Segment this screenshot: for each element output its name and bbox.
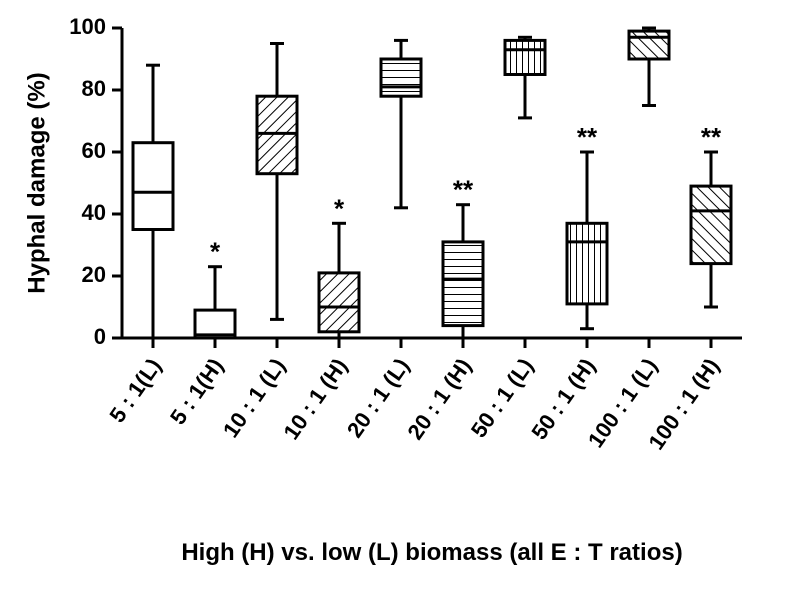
box-rect [381, 59, 421, 96]
box-3: * [319, 193, 359, 338]
x-tick-label: 20 : 1 (H) [402, 354, 476, 444]
box-1: * [195, 237, 235, 338]
y-tick-label: 60 [82, 138, 106, 163]
chart-svg: 0 20 40 60 80 100 Hyphal damage (%) 5 : 1(L) * 5 … [0, 0, 800, 599]
box-rect [319, 273, 359, 332]
boxplot-chart: 0 20 40 60 80 100 Hyphal damage (%) 5 : 1(L) * 5 … [0, 0, 800, 599]
box-rect [567, 223, 607, 304]
box-rect [505, 40, 545, 74]
box-8 [629, 28, 669, 106]
box-0 [133, 65, 173, 338]
box-rect [443, 242, 483, 326]
significance-annotation: ** [701, 122, 722, 152]
box-6 [505, 37, 545, 118]
y-axis-title: Hyphal damage (%) [23, 72, 50, 293]
y-tick-label: 40 [82, 200, 106, 225]
y-tick-label: 100 [69, 14, 106, 39]
y-tick-label: 0 [94, 324, 106, 349]
box-rect [629, 31, 669, 59]
x-axis-title: High (H) vs. low (L) biomass (all E : T … [181, 539, 682, 566]
x-tick-label: 10 : 1 (H) [278, 354, 352, 444]
box-2 [257, 44, 297, 320]
box-rect [257, 96, 297, 174]
x-tick-label: 5 : 1(L) [104, 354, 166, 427]
box-7: ** [567, 122, 607, 329]
significance-annotation: ** [577, 122, 598, 152]
box-rect [691, 186, 731, 264]
y-tick-label: 20 [82, 262, 106, 287]
significance-annotation: ** [453, 175, 474, 205]
x-tick-label: 5 : 1(H) [165, 354, 228, 429]
box-rect [133, 143, 173, 230]
significance-annotation: * [334, 193, 345, 223]
box-5: ** [443, 175, 483, 338]
box-9: ** [691, 122, 731, 307]
box-4 [381, 40, 421, 207]
significance-annotation: * [210, 237, 221, 267]
y-tick-label: 80 [82, 76, 106, 101]
